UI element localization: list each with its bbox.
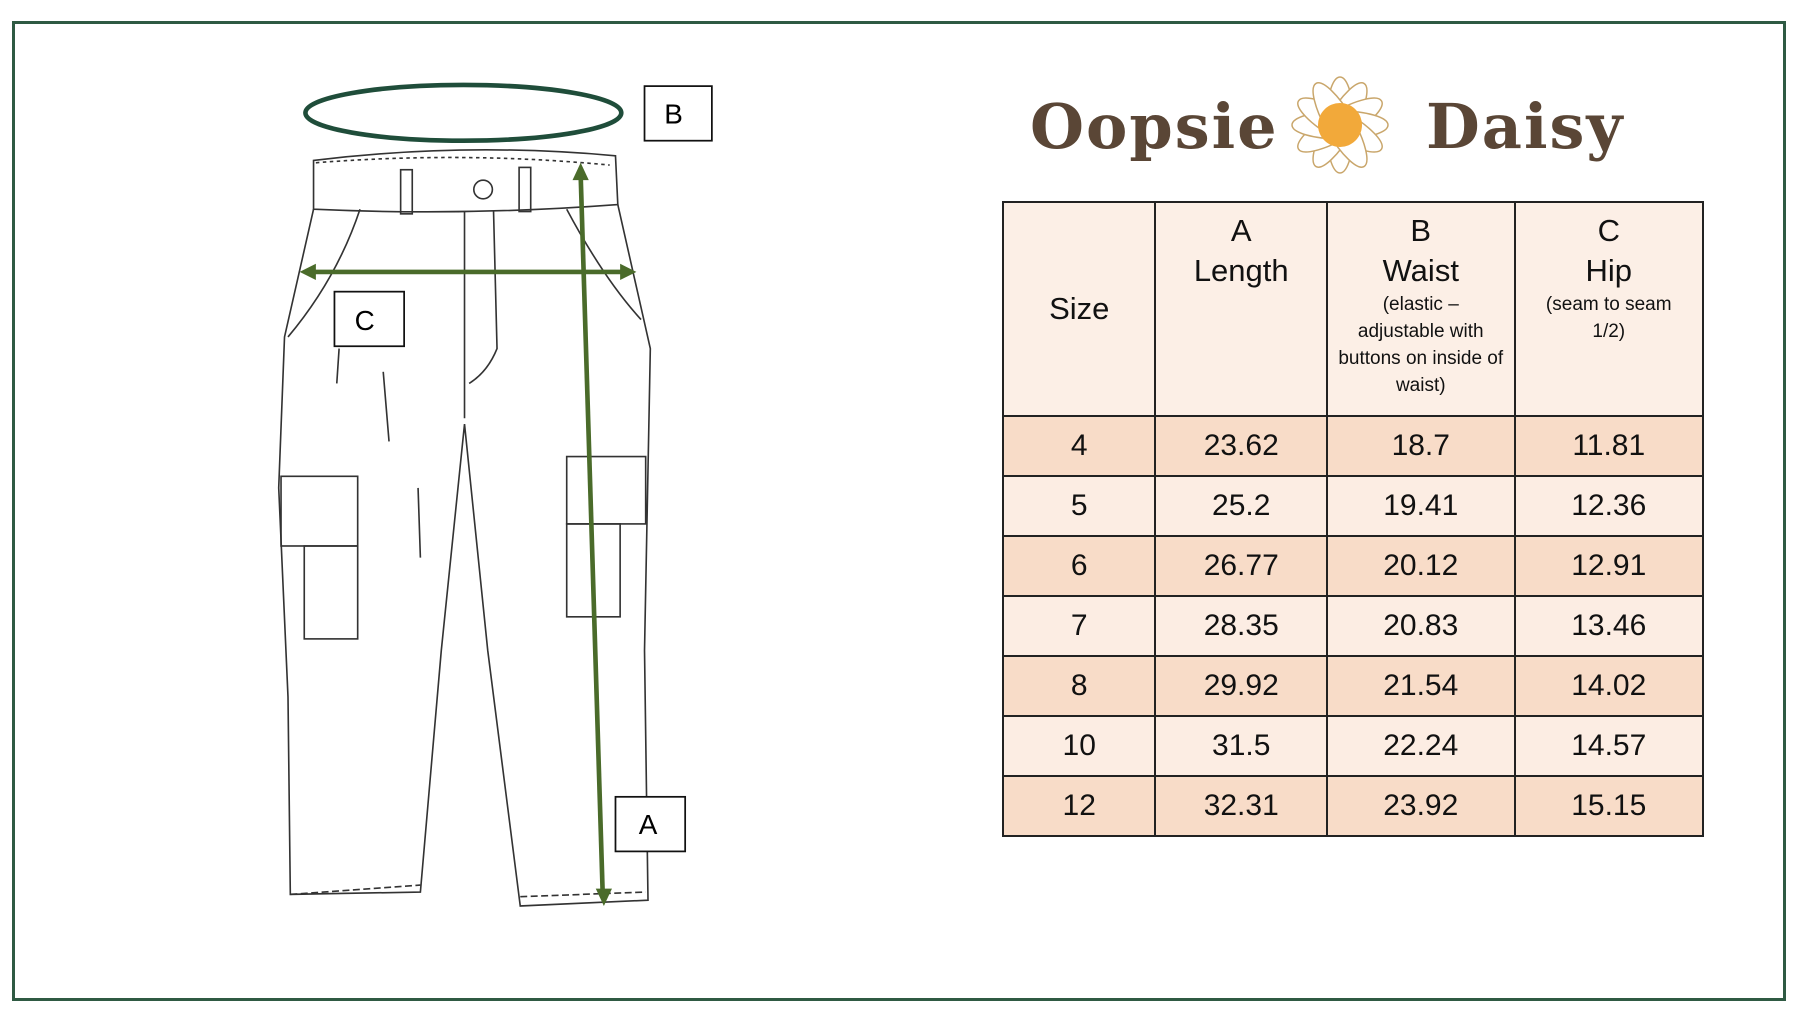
label-a: A [639, 809, 658, 840]
length-arrowhead-bottom [595, 888, 612, 906]
header-length: A Length [1154, 201, 1328, 417]
cell-hip: 14.57 [1513, 715, 1705, 777]
table-row: 7 28.35 20.83 13.46 [1001, 595, 1705, 657]
label-a-box: A [614, 795, 687, 853]
cell-waist: 23.92 [1326, 775, 1516, 837]
cell-hip: 14.02 [1513, 655, 1705, 717]
cell-length: 26.77 [1154, 535, 1328, 597]
cell-waist: 20.83 [1326, 595, 1516, 657]
cell-waist: 19.41 [1326, 475, 1516, 537]
logo-word-oopsie: Oopsie [1030, 90, 1279, 163]
header-hip: C Hip (seam to seam 1/2) [1513, 201, 1705, 417]
cell-waist: 22.24 [1326, 715, 1516, 777]
logo-word-daisy: Daisy [1426, 90, 1625, 163]
cell-hip: 12.36 [1513, 475, 1705, 537]
cell-length: 28.35 [1154, 595, 1328, 657]
header-row: Size A Length B Waist (elastic – adjustable… [1001, 201, 1705, 417]
label-b-box: B [643, 85, 713, 142]
cell-waist: 21.54 [1326, 655, 1516, 717]
cell-hip: 13.46 [1513, 595, 1705, 657]
cell-size: 8 [1001, 655, 1157, 717]
cell-size: 5 [1001, 475, 1157, 537]
table-row: 8 29.92 21.54 14.02 [1001, 655, 1705, 717]
table-row: 12 32.31 23.92 15.15 [1001, 775, 1705, 837]
table-row: 4 23.62 18.7 11.81 [1001, 415, 1705, 477]
cell-size: 10 [1001, 715, 1157, 777]
header-size: Size [1001, 201, 1157, 417]
header-waist: B Waist (elastic – adjustable with buttons… [1326, 201, 1516, 417]
length-arrowhead-top [572, 162, 589, 181]
daisy-flower-icon [1291, 76, 1389, 174]
cell-length: 23.62 [1154, 415, 1328, 477]
label-c-box: C [333, 290, 405, 348]
cell-hip: 11.81 [1513, 415, 1705, 477]
brand-logo: Oopsie Daisy [1030, 50, 1630, 200]
cell-waist: 20.12 [1326, 535, 1516, 597]
cell-length: 31.5 [1154, 715, 1328, 777]
cell-length: 32.31 [1154, 775, 1328, 837]
cell-size: 7 [1001, 595, 1157, 657]
cell-hip: 12.91 [1513, 535, 1705, 597]
hip-arrowhead-left [299, 263, 316, 281]
cell-hip: 15.15 [1513, 775, 1705, 837]
waist-measure-ellipse [303, 82, 624, 144]
table-row: 10 31.5 22.24 14.57 [1001, 715, 1705, 777]
cell-size: 6 [1001, 535, 1157, 597]
page-frame [12, 21, 1786, 1001]
label-b: B [664, 98, 683, 129]
label-c: C [355, 305, 375, 336]
length-measure-arrow [578, 174, 606, 895]
pants-outline [277, 149, 652, 907]
size-chart-table: Size A Length B Waist (elastic – adjustable… [1001, 201, 1705, 837]
hip-arrowhead-right [620, 263, 637, 281]
cell-length: 25.2 [1154, 475, 1328, 537]
table-row: 6 26.77 20.12 12.91 [1001, 535, 1705, 597]
cell-size: 4 [1001, 415, 1157, 477]
cell-size: 12 [1001, 775, 1157, 837]
table-row: 5 25.2 19.41 12.36 [1001, 475, 1705, 537]
cell-length: 29.92 [1154, 655, 1328, 717]
cell-waist: 18.7 [1326, 415, 1516, 477]
